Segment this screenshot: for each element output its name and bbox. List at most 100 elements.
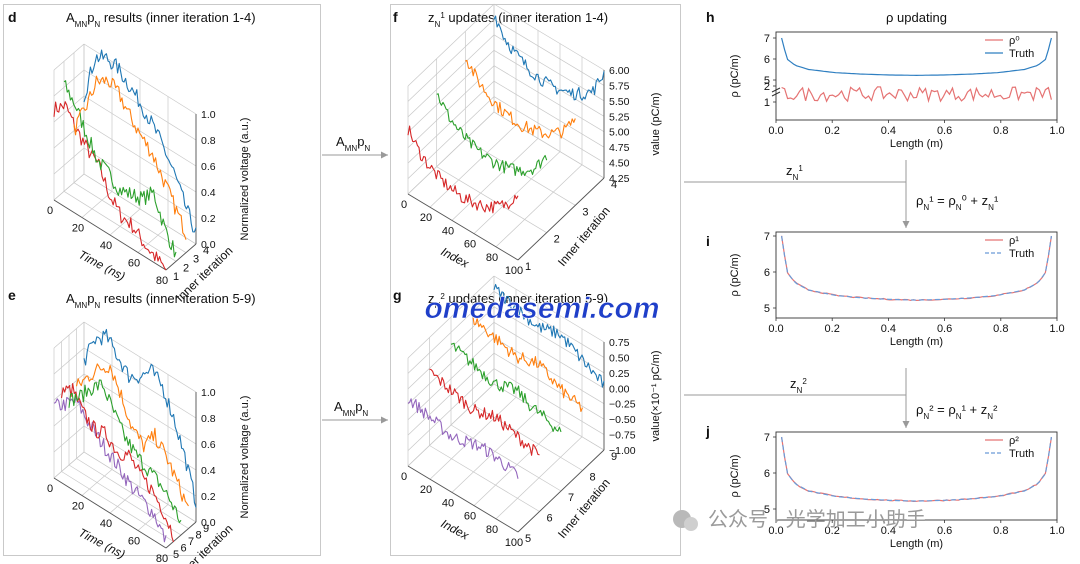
y-tick-label: 5 xyxy=(764,303,770,315)
panel-title-g-part: updates (inner iteration 5-9) xyxy=(445,291,608,306)
x-tick-label: 0 xyxy=(47,205,53,217)
x-axis-line xyxy=(53,477,167,549)
x-tick-label: 40 xyxy=(442,225,454,237)
z-axis-label: Normalized voltage (a.u.) xyxy=(239,118,251,241)
legend-label: ρ⁰ xyxy=(1009,35,1020,47)
panel-title-d: AMNpN results (inner iteration 1-4) xyxy=(66,10,256,29)
y-tick-label: 3 xyxy=(582,206,588,218)
series-line-d-2 xyxy=(63,80,177,258)
equation-2-part: N xyxy=(987,412,993,421)
panel-title-f: zN1 updates (inner iteration 1-4) xyxy=(428,10,608,29)
y-tick-label: 3 xyxy=(193,254,199,266)
arrow-label-amn-top-part: N xyxy=(364,144,370,153)
z-axis-label: value(×10⁻¹ pC/m) xyxy=(650,350,662,441)
equation-1-part: N xyxy=(956,203,962,212)
equation-1-part: + z xyxy=(967,193,988,208)
floor-grid-line xyxy=(61,471,174,542)
x-axis-line xyxy=(53,199,167,271)
z-axis-label: Normalized voltage (a.u.) xyxy=(239,396,251,519)
connector-label-z2-part: z xyxy=(790,376,797,391)
x-axis-line xyxy=(407,465,519,533)
back-grid-line xyxy=(493,65,605,133)
back-grid-line xyxy=(493,321,605,389)
series-line-d-4 xyxy=(83,49,197,233)
back-grid-line xyxy=(493,34,605,102)
x-tick-label: 20 xyxy=(420,212,432,224)
y-tick-label: 1 xyxy=(173,271,179,283)
arrow-down-2-head xyxy=(902,421,910,428)
connector-label-z2-part: N xyxy=(797,386,803,395)
y-tick-label: 7 xyxy=(764,231,770,243)
side-grid-line xyxy=(53,147,85,175)
z-tick-label: 0.75 xyxy=(609,337,630,349)
equation-1-part: ¹ xyxy=(994,193,999,208)
x-tick-label: 0.4 xyxy=(881,323,896,335)
z-tick-label: 0.25 xyxy=(609,368,630,380)
z-tick-label: −0.75 xyxy=(609,430,636,442)
back-grid-line xyxy=(493,96,605,163)
series-line-g-9 xyxy=(493,283,605,388)
y-tick-label: 6 xyxy=(764,267,770,279)
y-tick-label: 5 xyxy=(764,75,770,87)
arrow-label-amn-top-part: MN xyxy=(345,144,358,153)
floor-grid-line xyxy=(73,182,187,253)
side-grid-line xyxy=(53,69,85,97)
z-tick-label: 0.2 xyxy=(201,491,216,503)
z-tick-label: 0.50 xyxy=(609,352,630,364)
y-axis-label: ρ (pC/m) xyxy=(729,55,741,98)
floor-grid-line xyxy=(137,226,169,253)
legend-label: Truth xyxy=(1009,48,1034,60)
y-axis-label: ρ (pC/m) xyxy=(729,455,741,498)
z-tick-label: 1.0 xyxy=(201,387,216,399)
arrow-label-amn-bottom-part: MN xyxy=(343,409,356,418)
panel-title-g-part: z xyxy=(428,291,435,306)
y-axis-line xyxy=(165,521,197,549)
equation-1-part: ¹ xyxy=(929,193,934,208)
x-tick-label: 60 xyxy=(128,536,140,548)
x-tick-label: 0 xyxy=(47,483,53,495)
x-tick-label: 0.8 xyxy=(993,323,1008,335)
y-axis-line xyxy=(517,449,605,533)
panel-title-d-part: A xyxy=(66,10,75,25)
z-tick-label: −1.00 xyxy=(609,445,636,457)
y-axis-label: Inner iteration xyxy=(555,476,613,541)
plot-frame-j xyxy=(775,431,1058,521)
equation-1-part: N xyxy=(923,203,929,212)
legend-label: Truth xyxy=(1009,448,1034,460)
y-tick-label: 7 xyxy=(188,536,194,548)
x-tick-label: 20 xyxy=(72,223,84,235)
z-tick-label: 0.8 xyxy=(201,135,216,147)
panel-title-f-part: z xyxy=(428,10,435,25)
panel-title-g-part: N xyxy=(435,301,441,310)
x-tick-label: 80 xyxy=(486,252,498,264)
equation-1-part: = ρ xyxy=(934,193,956,208)
x-tick-label: 1.0 xyxy=(1049,323,1064,335)
arrow-label-amn-bottom-part: N xyxy=(362,409,368,418)
y-tick-label: 9 xyxy=(611,451,617,463)
x-axis-label: Time (ns) xyxy=(76,247,127,283)
panel-title-e-part: MN xyxy=(75,301,88,310)
panel-letter-i: i xyxy=(706,233,710,249)
y-tick-label: 7 xyxy=(568,492,574,504)
side-grid-line xyxy=(53,95,85,123)
equation-2-part: N xyxy=(956,412,962,421)
z-tick-label: 5.75 xyxy=(609,80,630,92)
wechat-caption: 公众号 · 光学加工小助手 xyxy=(708,508,926,531)
x-tick-label: 20 xyxy=(420,484,432,496)
y-tick-label: 2 xyxy=(764,81,770,93)
arrow-label-amn-bottom-part: p xyxy=(355,399,362,414)
axis-break-mark xyxy=(771,91,781,97)
x-tick-label: 80 xyxy=(156,275,168,287)
floor-grid-line xyxy=(465,139,576,206)
z-tick-label: 0.6 xyxy=(201,439,216,451)
z-tick-label: −0.50 xyxy=(609,414,636,426)
connector-label-z1: zN1 xyxy=(786,163,803,182)
z-axis-label: value (pC/m) xyxy=(650,93,662,156)
series-line-e-6 xyxy=(60,383,175,543)
y-tick-label: 7 xyxy=(764,33,770,45)
middle-panel-frame xyxy=(390,4,681,556)
y-tick-label: 4 xyxy=(611,179,617,191)
side-grid-line xyxy=(407,3,495,87)
y-axis-line xyxy=(517,177,605,261)
